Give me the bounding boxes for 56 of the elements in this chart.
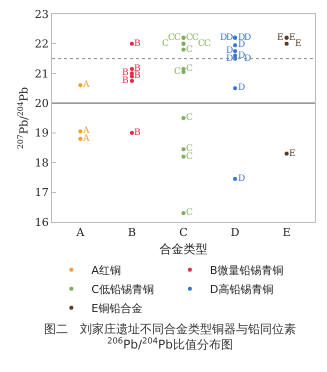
category-label: E [295, 39, 302, 49]
category-label: C [186, 33, 193, 43]
category-label: D [220, 33, 228, 43]
category-label: D [238, 174, 246, 184]
y-tick-label: 19 [34, 126, 49, 140]
category-label: D [226, 54, 234, 64]
category-label: A [83, 80, 90, 90]
x-tick-label: B [128, 226, 136, 240]
category-label: B [134, 71, 141, 81]
y-tick-label: 23 [34, 8, 49, 21]
category-label: A [83, 126, 90, 136]
category-label: C [192, 33, 199, 43]
category-label: B [122, 76, 129, 86]
category-label: D [226, 46, 234, 56]
y-tick-label: 20 [34, 96, 49, 110]
y-tick-label: 21 [34, 67, 49, 80]
legend-label: E铜铅合金 [91, 302, 142, 316]
category-label: C [186, 64, 193, 74]
category-label: D [238, 83, 246, 93]
x-tick-label: A [75, 226, 86, 240]
x-tick-label: C [179, 226, 188, 240]
category-label: D [226, 33, 234, 43]
y-tick-label: 22 [34, 38, 49, 51]
category-label: E [289, 149, 296, 159]
x-tick-label: E [282, 226, 291, 240]
legend-label: B微量铅锡青铜 [210, 264, 284, 278]
text: 图二 刘家庄遗址不同合金类型铜器与铅同位素 $^{206}$Pb/$^{204}$Pb比值分布图 [44, 322, 296, 352]
category-label: B [122, 68, 129, 78]
category-label: D [238, 40, 246, 50]
legend-label: D高铅锡青铜 [210, 283, 274, 296]
category-label: B [134, 128, 141, 138]
category-label: E [289, 33, 296, 43]
category-label: D [238, 51, 246, 61]
legend-label: A红铜 [91, 264, 121, 278]
category-label: E [277, 33, 284, 43]
y-tick-label: 16 [34, 216, 49, 229]
category-label: D [244, 54, 252, 64]
category-label: C [186, 152, 193, 162]
x-tick-label: D [230, 226, 240, 240]
category-label: C [174, 67, 181, 77]
category-label: C [186, 45, 193, 55]
y-tick-label: 18 [34, 156, 49, 170]
category-label: D [244, 33, 252, 43]
category-label: C [162, 39, 169, 49]
category-label: C [186, 144, 193, 154]
x-axis-title: 合金类型 [160, 242, 208, 256]
y-tick-label: 17 [34, 186, 49, 200]
category-label: B [134, 39, 141, 49]
category-label: C [204, 39, 211, 49]
category-label: C [198, 39, 205, 49]
legend-label: C低铅锡青铜 [91, 283, 154, 296]
category-label: A [83, 134, 90, 144]
category-label: C [186, 113, 193, 123]
category-label: C [174, 33, 181, 43]
category-label: C [168, 33, 175, 43]
category-label: C [186, 208, 193, 218]
